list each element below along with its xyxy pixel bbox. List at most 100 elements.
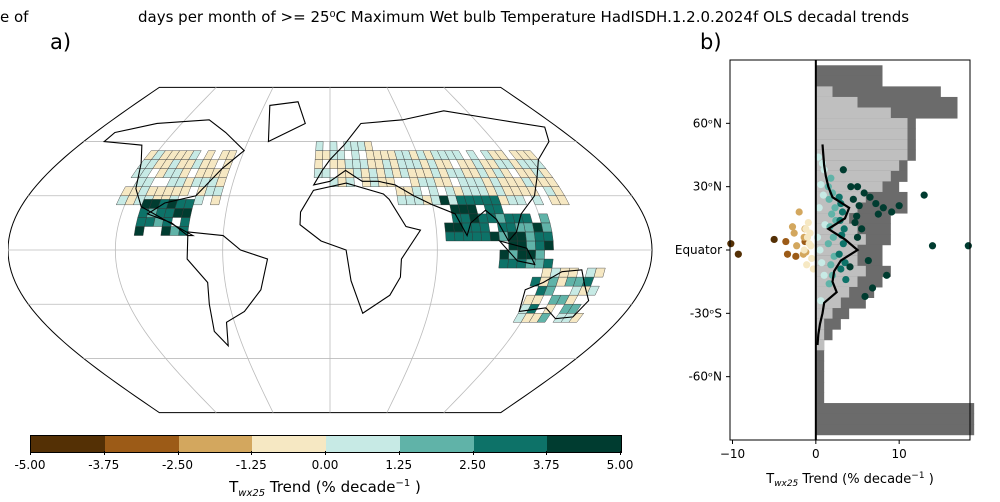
- land-total-bar: [815, 381, 825, 393]
- trend-point: [838, 208, 847, 216]
- map-grid-cell: [385, 177, 396, 187]
- trend-point: [853, 212, 861, 220]
- map-grid-cell: [183, 199, 196, 209]
- land-observed-bar: [815, 213, 850, 225]
- trend-point: [817, 297, 825, 305]
- colorbar-tick-mark: [177, 451, 179, 455]
- figure-title: e of days per month of >= 25⁰C Maximum W…: [0, 8, 1000, 30]
- colorbar-tick-label: -3.75: [88, 458, 120, 472]
- y-tick-label: 60ᵒN: [693, 116, 722, 130]
- trend-point: [841, 259, 849, 267]
- colorbar-tick-mark: [325, 451, 326, 455]
- map-grid-cell: [315, 141, 324, 151]
- trend-point: [860, 189, 868, 197]
- land-observed-bar: [815, 107, 891, 119]
- map-grid-cell: [452, 222, 464, 233]
- trend-point: [874, 210, 882, 218]
- trend-point: [855, 202, 863, 210]
- map-grid-cell: [507, 258, 518, 269]
- land-total-bar: [815, 403, 975, 415]
- trend-point: [864, 256, 872, 265]
- map-meridian: [114, 87, 217, 413]
- map-grid-cell: [454, 231, 465, 242]
- colorbar-tick-label: 3.75: [532, 458, 560, 472]
- map-grid-cell: [535, 240, 545, 251]
- map-grid-cell: [322, 150, 331, 160]
- map-coastline: [312, 110, 550, 242]
- land-total-bar: [815, 213, 891, 225]
- trend-point: [816, 246, 824, 254]
- map-grid-cell: [534, 258, 545, 269]
- trend-point: [825, 280, 833, 288]
- trend-point: [815, 204, 823, 212]
- map-grid-cell: [360, 168, 371, 178]
- map-grid-cell: [329, 141, 338, 151]
- trend-point: [783, 250, 792, 258]
- trend-point: [888, 208, 896, 216]
- trend-point: [853, 183, 862, 191]
- x-tick-label: 0: [812, 447, 820, 461]
- colorbar-ticks: -5.00 -3.75 -2.50 -1.25 0.00 1.25 2.50 3.75 5.00: [14, 451, 633, 472]
- land-observed-bar: [815, 244, 858, 256]
- land-total-bar: [815, 86, 941, 98]
- land-total-bar: [815, 392, 825, 404]
- map-grid-cell: [179, 217, 191, 227]
- map-grid-cell: [337, 159, 346, 169]
- map-grid-cell: [480, 231, 491, 242]
- map-meridian: [386, 87, 438, 413]
- map-grid-cell: [337, 177, 347, 187]
- trend-point: [790, 229, 798, 237]
- map-grid-cell: [444, 222, 455, 233]
- trend-point: [840, 225, 848, 233]
- land-observed-bar: [815, 86, 833, 98]
- trend-point: [872, 199, 880, 208]
- colorbar-tick-mark: [398, 451, 400, 455]
- land-observed-bar: [815, 160, 900, 172]
- map-coastline: [267, 101, 306, 143]
- trend-point: [847, 183, 855, 191]
- map-grid-cell: [352, 159, 362, 169]
- trend-point: [800, 246, 808, 254]
- trend-point: [804, 218, 812, 227]
- colorbar: [30, 435, 622, 453]
- land-observed-bar: [815, 286, 850, 298]
- land-observed-bar: [815, 149, 908, 161]
- map-grid-cell: [369, 177, 380, 187]
- trend-point: [835, 250, 843, 258]
- colorbar-bin: [252, 436, 326, 452]
- trend-point: [920, 191, 928, 199]
- trend-point: [792, 252, 800, 260]
- zonal-trend-panel: 60ᵒN 30ᵒN Equator -30ᵒS -60ᵒN −10 0 10 Twx25 Tre…: [660, 58, 1000, 498]
- colorbar-bin: [326, 436, 400, 452]
- trend-point: [828, 210, 836, 218]
- colorbar-tick-label: -2.50: [161, 458, 194, 472]
- map-grid-cell: [479, 222, 491, 233]
- map-grid-cell: [540, 222, 553, 233]
- y-tick-label: 30ᵒN: [693, 180, 722, 194]
- trend-point: [849, 195, 857, 203]
- land-observed-bar: [815, 139, 908, 151]
- panel-a-label: a): [50, 30, 72, 54]
- colorbar-tick-label: 1.25: [385, 458, 413, 472]
- colorbar-label: Twx25 Trend (% decade−1 ): [229, 478, 421, 499]
- y-tick-label: -60ᵒN: [688, 370, 722, 384]
- trend-point: [727, 240, 735, 248]
- colorbar-bin: [104, 436, 179, 452]
- trend-point: [807, 242, 815, 250]
- map-grid-cell: [535, 249, 545, 260]
- colorbar-tick-mark: [546, 451, 548, 455]
- land-observed-bar: [815, 308, 833, 320]
- land-observed-bar: [815, 118, 908, 130]
- land-observed-bar: [815, 329, 825, 341]
- trend-point: [831, 204, 839, 212]
- y-tick-label: -30ᵒS: [690, 306, 722, 320]
- colorbar-bin: [178, 436, 253, 452]
- trend-point: [819, 191, 827, 199]
- y-tick-label: Equator: [675, 243, 722, 257]
- colorbar-tick-label: -1.25: [235, 458, 267, 472]
- colorbar-tick-mark: [103, 451, 105, 455]
- map-grid-cell: [542, 258, 554, 269]
- trend-point: [861, 292, 869, 301]
- trend-point: [795, 208, 803, 216]
- land-total-bar: [815, 65, 883, 77]
